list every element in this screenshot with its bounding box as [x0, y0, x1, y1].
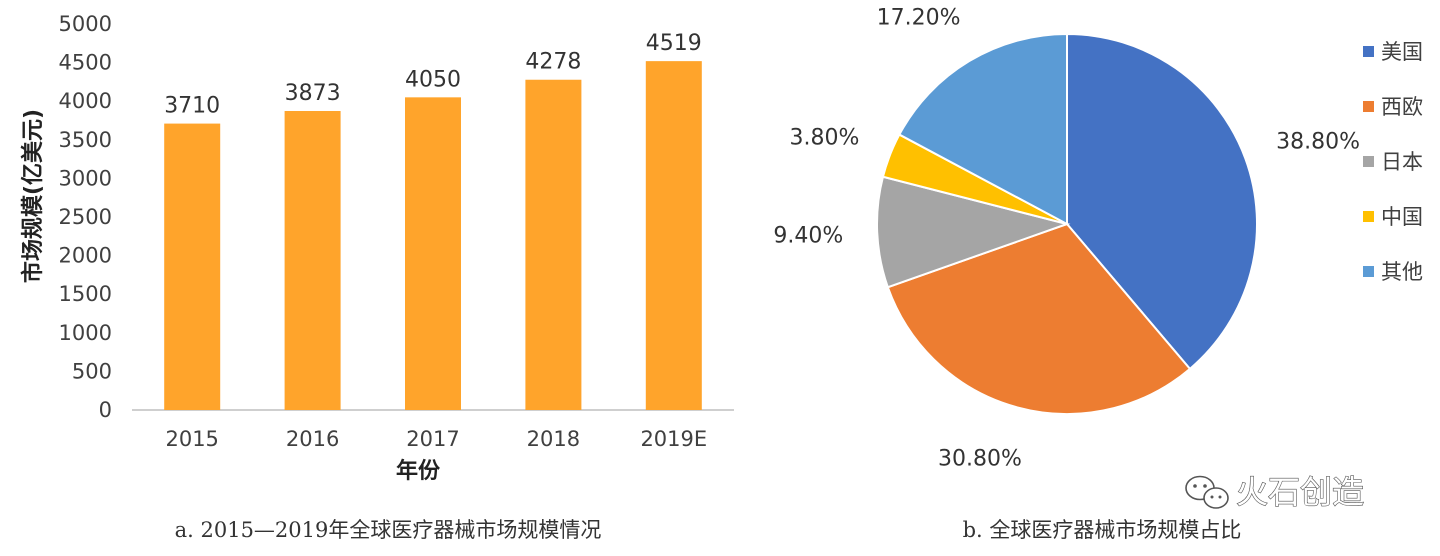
legend-swatch — [1363, 266, 1374, 277]
pie-slice — [1066, 32, 1258, 371]
bar — [284, 111, 341, 411]
bar-chart-caption: a. 2015—2019年全球医疗器械市场规模情况 — [175, 518, 602, 542]
watermark: 火石创造 — [1185, 472, 1365, 512]
pie-data-labels: 38.80% 30.80% 9.40% 3.80% 17.20% — [773, 5, 1360, 471]
legend-label: 西欧 — [1381, 95, 1423, 119]
x-axis-ticks: 2015 2016 2017 2018 2019E — [165, 427, 707, 451]
bar-data-label: 4050 — [405, 67, 461, 92]
y-tick-label: 3000 — [59, 166, 112, 190]
legend-label: 其他 — [1381, 260, 1423, 284]
y-tick-label: 1000 — [59, 321, 112, 345]
legend-swatch — [1363, 46, 1374, 57]
pie-slice — [898, 32, 1068, 226]
x-tick-label: 2015 — [165, 427, 218, 451]
pie-data-label: 17.20% — [877, 5, 961, 30]
bar-chart: 0 500 1000 1500 2000 2500 3000 3500 4000 4500 5000… — [20, 12, 734, 542]
x-tick-label: 2018 — [527, 427, 580, 451]
y-tick-label: 2500 — [59, 205, 112, 229]
x-tick-label: 2019E — [640, 427, 707, 451]
bar — [405, 97, 461, 410]
pie-slices — [876, 32, 1258, 415]
legend-label: 日本 — [1381, 150, 1423, 174]
x-tick-label: 2017 — [406, 427, 459, 451]
wechat-icon — [1185, 475, 1229, 509]
bar-data-label: 3873 — [285, 81, 341, 106]
legend-label: 中国 — [1381, 205, 1423, 229]
pie-data-label: 3.80% — [790, 125, 860, 150]
y-tick-label: 3500 — [59, 128, 112, 152]
pie-chart: 38.80%30.80%9.40%3.80%17.20% 美国西欧日本中国其他 … — [773, 5, 1423, 542]
watermark-text: 火石创造 — [1236, 473, 1364, 511]
legend-swatch — [1363, 156, 1374, 167]
bar-data-label: 3710 — [164, 94, 220, 119]
y-axis-title: 市场规模(亿美元) — [20, 109, 46, 283]
x-axis-title: 年份 — [396, 458, 441, 484]
bar — [525, 79, 582, 410]
x-tick-label: 2016 — [286, 427, 339, 451]
bars — [164, 61, 702, 411]
bar-data-label: 4278 — [525, 50, 581, 75]
y-tick-label: 4000 — [59, 89, 112, 113]
legend-swatch — [1363, 211, 1374, 222]
y-tick-label: 4500 — [59, 51, 112, 75]
pie-slice — [876, 175, 1071, 289]
y-tick-label: 500 — [72, 359, 112, 383]
y-tick-label: 0 — [99, 398, 112, 422]
legend-swatch — [1363, 101, 1374, 112]
legend-label: 美国 — [1381, 40, 1423, 64]
pie-chart-caption: b. 全球医疗器械市场规模占比 — [963, 518, 1242, 542]
pie-slice — [886, 222, 1192, 415]
pie-data-label: 38.80% — [1276, 130, 1360, 155]
y-tick-label: 2000 — [59, 244, 112, 268]
bar — [645, 61, 702, 410]
pie-data-label: 30.80% — [938, 447, 1022, 472]
bar-data-labels: 3710 3873 4050 4278 4519 — [164, 31, 702, 118]
bar — [164, 123, 221, 410]
y-axis-ticks: 0 500 1000 1500 2000 2500 3000 3500 4000 4500 5000 — [59, 12, 112, 422]
bar-data-label: 4519 — [646, 31, 702, 56]
pie-data-label: 9.40% — [773, 224, 843, 249]
y-tick-label: 1500 — [59, 282, 112, 306]
y-tick-label: 5000 — [59, 12, 112, 36]
